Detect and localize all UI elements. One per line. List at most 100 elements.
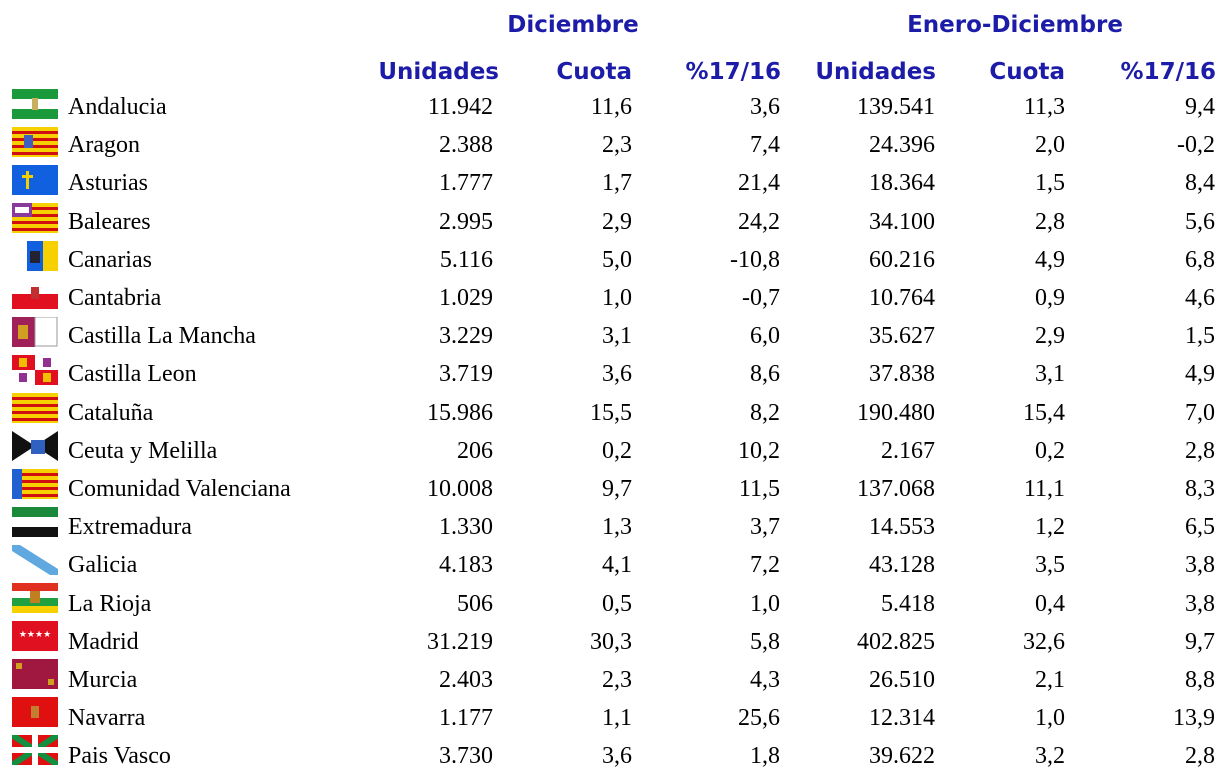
flag <box>12 317 58 347</box>
column-header: Cuota <box>989 59 1065 85</box>
cell: 2,8 <box>1185 437 1215 464</box>
region-name: Andalucia <box>68 94 167 120</box>
cell: 3,8 <box>1185 552 1215 579</box>
cell: 3,2 <box>1035 743 1065 768</box>
cell: 2,3 <box>602 667 632 693</box>
cell: 3,6 <box>750 94 780 120</box>
cell: 4.183 <box>439 552 493 579</box>
cell: 5,8 <box>750 628 780 655</box>
cell: 0,5 <box>602 590 632 617</box>
cell: 1.177 <box>439 705 493 732</box>
cell: 1,0 <box>750 590 780 617</box>
cell: 8,3 <box>1185 476 1215 502</box>
cell: 3,1 <box>602 323 632 350</box>
cell: 3.719 <box>439 361 493 388</box>
cell: 4,9 <box>1035 246 1065 273</box>
column-header: Unidades <box>378 59 499 85</box>
flag <box>12 355 58 385</box>
cell: -0,2 <box>1177 132 1215 159</box>
cell: 6,0 <box>750 323 780 350</box>
flag <box>12 659 58 689</box>
cell: 25,6 <box>738 705 780 732</box>
cell: -0,7 <box>742 285 780 311</box>
cell: 2,9 <box>1035 323 1065 350</box>
region-name: Baleares <box>68 208 151 235</box>
cell: 11,1 <box>1023 476 1065 502</box>
cell: 9,7 <box>1185 628 1215 655</box>
cell: 7,0 <box>1185 399 1215 426</box>
cell: 1,0 <box>602 285 632 311</box>
cell: 3,5 <box>1035 552 1065 579</box>
cell: 3,6 <box>602 743 632 768</box>
cell: 2,0 <box>1035 132 1065 159</box>
region-name: Cantabria <box>68 285 162 311</box>
flag <box>12 697 58 727</box>
cell: 0,4 <box>1035 590 1065 617</box>
cell: 3,1 <box>1035 361 1065 388</box>
cell: 9,7 <box>602 476 632 502</box>
cell: 139.541 <box>857 94 935 120</box>
cell: 24,2 <box>738 208 780 235</box>
cell: 2,3 <box>602 132 632 159</box>
cell: 137.068 <box>857 476 935 502</box>
cell: 0,9 <box>1035 285 1065 311</box>
cell: 3,8 <box>1185 590 1215 617</box>
cell: 32,6 <box>1023 628 1065 655</box>
cell: 4,6 <box>1185 285 1215 311</box>
region-name: Asturias <box>68 170 148 197</box>
cell: 7,4 <box>750 132 780 159</box>
flag <box>12 279 58 309</box>
cell: 4,1 <box>602 552 632 579</box>
group-header: Diciembre <box>507 12 639 38</box>
region-name: Canarias <box>68 246 152 273</box>
column-header: Unidades <box>815 59 936 85</box>
region-name: Pais Vasco <box>68 743 171 768</box>
cell: 3,7 <box>750 514 780 541</box>
group-header: Enero-Diciembre <box>907 12 1123 38</box>
flag <box>12 127 58 157</box>
cell: 0,2 <box>1035 437 1065 464</box>
cell: 8,4 <box>1185 170 1215 197</box>
flag <box>12 241 58 271</box>
cell: 1,5 <box>1185 323 1215 350</box>
cell: 34.100 <box>869 208 935 235</box>
cell: 10.764 <box>869 285 935 311</box>
cell: 2.167 <box>881 437 935 464</box>
region-name: Cataluña <box>68 399 154 426</box>
cell: 35.627 <box>869 323 935 350</box>
region-name: Ceuta y Melilla <box>68 437 218 464</box>
column-header: Cuota <box>556 59 632 85</box>
cell: 15,4 <box>1023 399 1065 426</box>
cell: 5.418 <box>881 590 935 617</box>
flag <box>12 89 58 119</box>
flag <box>12 431 58 461</box>
flag <box>12 165 58 195</box>
cell: 2.403 <box>439 667 493 693</box>
region-name: Navarra <box>68 705 146 732</box>
region-name: Castilla Leon <box>68 361 197 388</box>
column-header: %17/16 <box>1120 59 1216 85</box>
region-name: Madrid <box>68 628 139 655</box>
cell: 30,3 <box>590 628 632 655</box>
cell: 8,6 <box>750 361 780 388</box>
cell: 1,3 <box>602 514 632 541</box>
cell: 1,8 <box>750 743 780 768</box>
cell: 11.942 <box>427 94 493 120</box>
cell: 2,1 <box>1035 667 1065 693</box>
cell: 7,2 <box>750 552 780 579</box>
cell: 10.008 <box>427 476 493 502</box>
flag <box>12 393 58 423</box>
cell: 4,3 <box>750 667 780 693</box>
flag: ★★★★ <box>12 621 58 651</box>
flag <box>12 203 58 233</box>
cell: 1,5 <box>1035 170 1065 197</box>
cell: 37.838 <box>869 361 935 388</box>
cell: 3.730 <box>439 743 493 768</box>
cell: 11,5 <box>738 476 780 502</box>
cell: 2,8 <box>1185 743 1215 768</box>
region-name: Castilla La Mancha <box>68 323 256 350</box>
cell: 39.622 <box>869 743 935 768</box>
cell: 8,8 <box>1185 667 1215 693</box>
cell: 11,6 <box>590 94 632 120</box>
